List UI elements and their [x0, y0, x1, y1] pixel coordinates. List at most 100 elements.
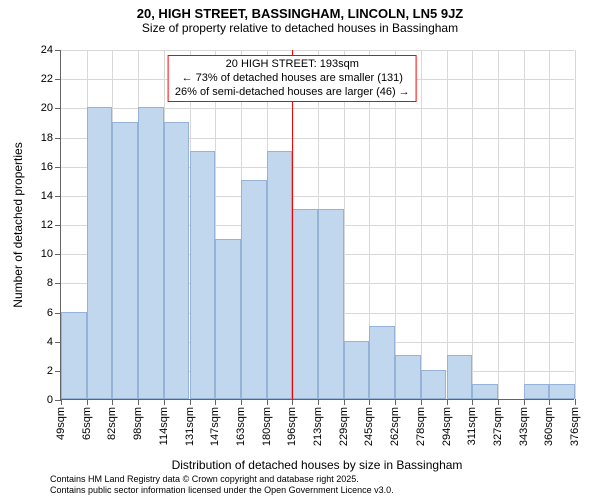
histogram-bar	[164, 122, 190, 399]
ytick	[55, 225, 61, 226]
histogram-bar	[395, 355, 421, 399]
histogram-bar	[190, 151, 216, 399]
title-line1: 20, HIGH STREET, BASSINGHAM, LINCOLN, LN…	[0, 6, 600, 21]
xtick	[61, 399, 62, 405]
xtick	[549, 399, 550, 405]
xtick-label: 196sqm	[286, 407, 298, 446]
highlight-annotation: 20 HIGH STREET: 193sqm← 73% of detached …	[168, 55, 417, 102]
xtick-label: 163sqm	[235, 407, 247, 446]
ytick-label: 0	[47, 394, 53, 406]
ytick-label: 4	[47, 336, 53, 348]
gridline-v	[421, 50, 422, 399]
histogram-bar	[138, 107, 164, 399]
xtick-label: 376sqm	[569, 407, 581, 446]
xtick	[575, 399, 576, 405]
plot-area: 02468101214161820222449sqm65sqm82sqm98sq…	[60, 50, 574, 400]
gridline-v	[472, 50, 473, 399]
ytick	[55, 254, 61, 255]
xtick-label: 294sqm	[441, 407, 453, 446]
histogram-bar	[292, 209, 318, 399]
xtick-label: 278sqm	[415, 407, 427, 446]
ytick-label: 10	[41, 248, 53, 260]
gridline-v	[549, 50, 550, 399]
gridline-v	[498, 50, 499, 399]
x-axis-label: Distribution of detached houses by size …	[172, 458, 463, 472]
histogram-bar	[267, 151, 293, 399]
xtick-label: 327sqm	[492, 407, 504, 446]
footer-line1: Contains HM Land Registry data © Crown c…	[50, 474, 394, 485]
histogram-bar	[421, 370, 447, 399]
xtick	[318, 399, 319, 405]
ytick-label: 20	[41, 102, 53, 114]
annotation-line-1: 20 HIGH STREET: 193sqm	[175, 58, 410, 72]
chart-title: 20, HIGH STREET, BASSINGHAM, LINCOLN, LN…	[0, 6, 600, 35]
footer-attribution: Contains HM Land Registry data © Crown c…	[50, 474, 394, 497]
xtick-label: 131sqm	[184, 407, 196, 446]
xtick-label: 114sqm	[158, 407, 170, 445]
xtick-label: 65sqm	[81, 407, 93, 440]
xtick-label: 82sqm	[106, 407, 118, 440]
xtick	[138, 399, 139, 405]
xtick	[498, 399, 499, 405]
xtick	[472, 399, 473, 405]
title-line2: Size of property relative to detached ho…	[0, 21, 600, 35]
xtick-label: 147sqm	[209, 407, 221, 446]
xtick-label: 98sqm	[132, 407, 144, 440]
ytick-label: 16	[41, 161, 53, 173]
histogram-bar	[241, 180, 267, 399]
xtick-label: 311sqm	[466, 407, 478, 445]
histogram-bar	[369, 326, 395, 399]
ytick	[55, 79, 61, 80]
xtick-label: 229sqm	[338, 407, 350, 446]
ytick	[55, 50, 61, 51]
ytick-label: 22	[41, 73, 53, 85]
xtick	[395, 399, 396, 405]
ytick-label: 2	[47, 365, 53, 377]
histogram-bar	[318, 209, 344, 399]
xtick	[112, 399, 113, 405]
chart-root: 20, HIGH STREET, BASSINGHAM, LINCOLN, LN…	[0, 0, 600, 500]
ytick	[55, 108, 61, 109]
xtick-label: 262sqm	[389, 407, 401, 446]
ytick-label: 24	[41, 44, 53, 56]
annotation-line-2: ← 73% of detached houses are smaller (13…	[175, 72, 410, 86]
xtick	[369, 399, 370, 405]
xtick	[87, 399, 88, 405]
ytick	[55, 196, 61, 197]
ytick	[55, 283, 61, 284]
ytick-label: 14	[41, 190, 53, 202]
annotation-line-3: 26% of semi-detached houses are larger (…	[175, 86, 410, 100]
ytick-label: 12	[41, 219, 53, 231]
gridline-v	[447, 50, 448, 399]
gridline-v	[575, 50, 576, 399]
xtick-label: 49sqm	[55, 407, 67, 440]
histogram-bar	[472, 384, 498, 399]
histogram-bar	[87, 107, 113, 399]
xtick	[267, 399, 268, 405]
xtick-label: 343sqm	[518, 407, 530, 446]
highlight-line	[292, 50, 293, 400]
ytick	[55, 167, 61, 168]
histogram-bar	[215, 239, 241, 399]
xtick-label: 360sqm	[543, 407, 555, 446]
ytick-label: 6	[47, 307, 53, 319]
gridline-v	[524, 50, 525, 399]
ytick-label: 18	[41, 132, 53, 144]
y-axis-label: Number of detached properties	[11, 142, 25, 307]
histogram-bar	[61, 312, 87, 400]
xtick-label: 213sqm	[312, 407, 324, 446]
xtick	[524, 399, 525, 405]
xtick	[241, 399, 242, 405]
histogram-bar	[344, 341, 370, 399]
footer-line2: Contains public sector information licen…	[50, 485, 394, 496]
xtick	[164, 399, 165, 405]
histogram-bar	[112, 122, 138, 399]
xtick	[447, 399, 448, 405]
ytick-label: 8	[47, 277, 53, 289]
ytick	[55, 138, 61, 139]
histogram-bar	[447, 355, 473, 399]
xtick-label: 245sqm	[363, 407, 375, 446]
xtick-label: 180sqm	[261, 407, 273, 446]
xtick	[344, 399, 345, 405]
xtick	[190, 399, 191, 405]
